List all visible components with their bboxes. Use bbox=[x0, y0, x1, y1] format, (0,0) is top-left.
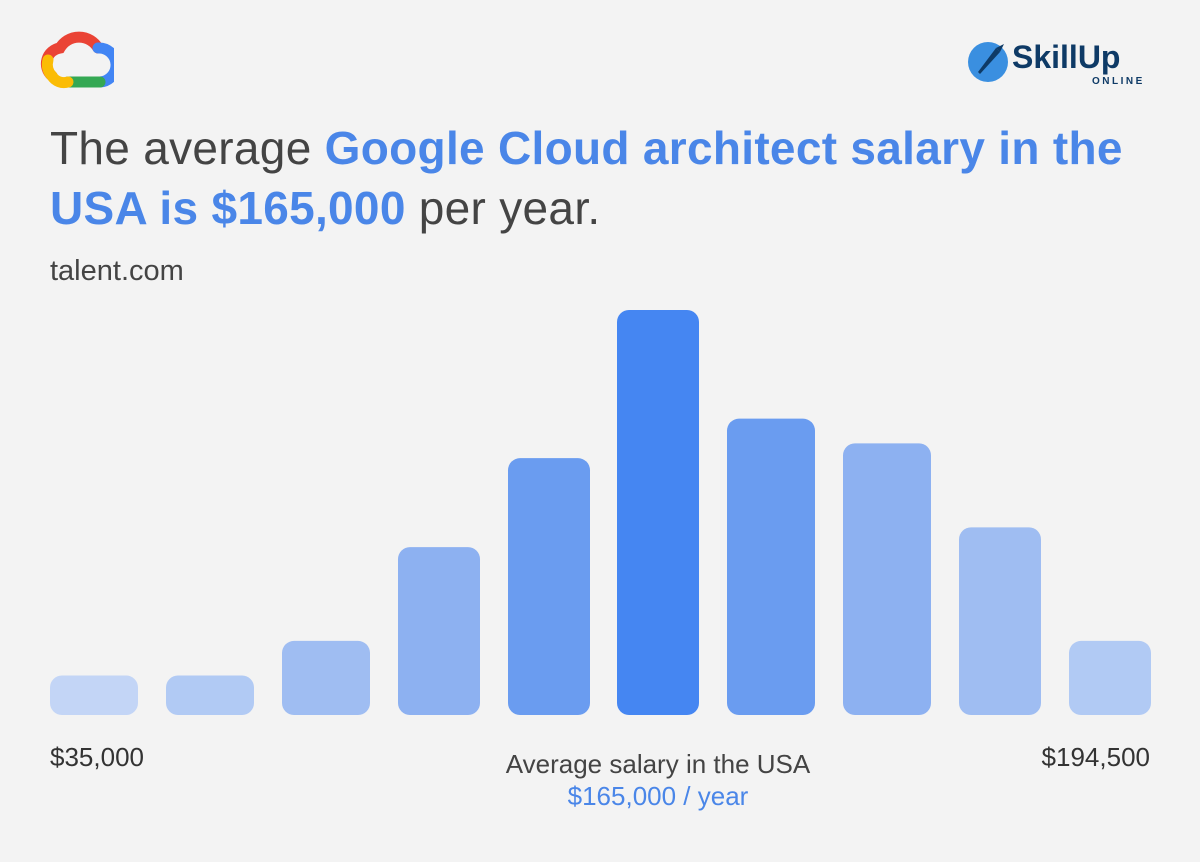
skillup-rocket-icon bbox=[968, 42, 1008, 82]
bar-3 bbox=[282, 640, 370, 715]
min-salary-label: $35,000 bbox=[50, 742, 144, 772]
bar-5 bbox=[508, 458, 590, 715]
max-salary-label: $194,500 bbox=[1041, 742, 1150, 772]
skillup-logo: SkillUp ONLINE bbox=[968, 39, 1145, 87]
average-annotation: Average salary in the USA $165,000 / yea… bbox=[400, 748, 916, 812]
bar-6 bbox=[617, 310, 699, 715]
bar-7 bbox=[727, 418, 815, 715]
headline-part2: per year. bbox=[405, 182, 601, 234]
bar-9 bbox=[959, 527, 1041, 715]
bar-8 bbox=[843, 443, 931, 715]
annotation-text: Average salary in the USA bbox=[505, 749, 811, 779]
source-label: talent.com bbox=[50, 255, 184, 287]
bar-1 bbox=[50, 675, 138, 715]
bar-4 bbox=[398, 547, 480, 715]
bar-10 bbox=[1069, 640, 1151, 715]
bar-2 bbox=[166, 675, 254, 715]
page-title: The average Google Cloud architect salar… bbox=[50, 118, 1160, 238]
skillup-subtext: ONLINE bbox=[1092, 76, 1145, 87]
skillup-wordmark: SkillUp bbox=[1012, 39, 1120, 75]
headline-part1: The average bbox=[50, 122, 325, 174]
annotation-value: $165,000 / year bbox=[567, 781, 749, 811]
headline-highlight: Google Cloud architect salary in the USA… bbox=[50, 122, 1123, 234]
google-cloud-logo-icon bbox=[40, 31, 114, 89]
